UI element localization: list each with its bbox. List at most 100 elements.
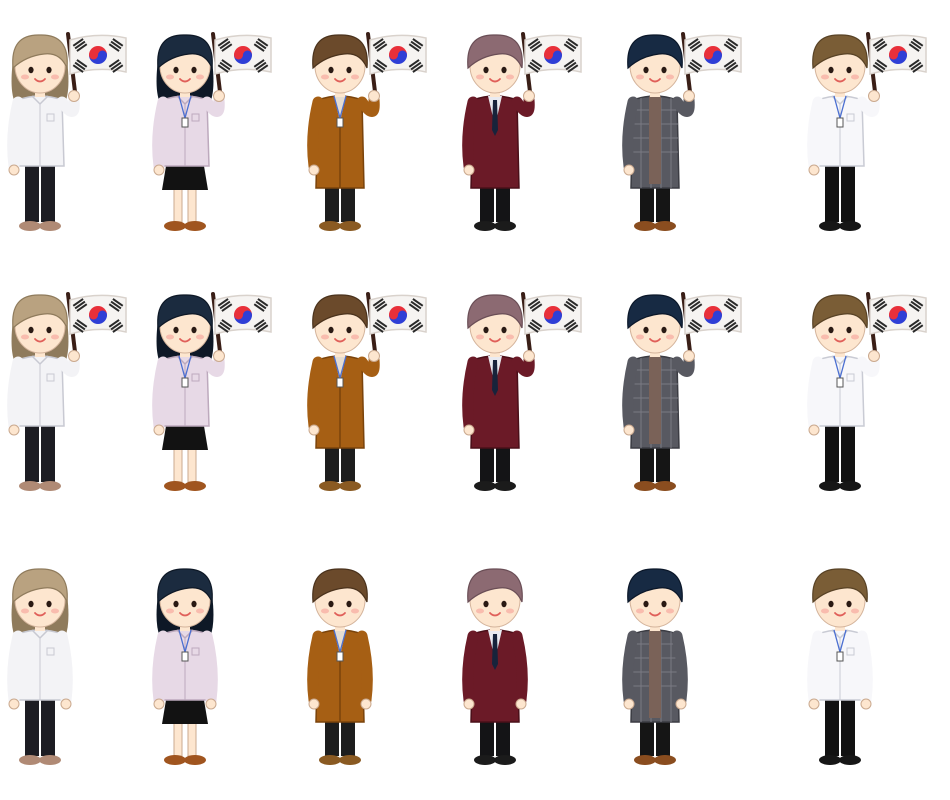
character-woman-blonde-white-shirt xyxy=(7,32,127,231)
right-shoe xyxy=(494,481,516,491)
left-eye xyxy=(483,326,489,334)
left-eye xyxy=(173,326,179,334)
left-arm xyxy=(462,96,479,172)
smile xyxy=(334,338,346,343)
left-arm xyxy=(807,96,824,172)
left-shoe xyxy=(474,481,496,491)
left-eye xyxy=(28,600,34,608)
character-woman-blonde-white-shirt xyxy=(7,568,73,765)
character-man-navy-gray-coat xyxy=(622,292,742,491)
right-eye xyxy=(661,326,667,334)
left-arm xyxy=(7,630,24,706)
left-arm xyxy=(7,96,24,172)
left-arm xyxy=(152,630,169,706)
hair xyxy=(312,568,368,604)
left-shoe xyxy=(19,481,41,491)
right-leg xyxy=(41,694,55,756)
right-arm-raised xyxy=(511,94,535,117)
left-leg xyxy=(825,160,839,222)
hair xyxy=(627,568,683,604)
left-shoe xyxy=(819,755,841,765)
right-eye xyxy=(661,66,667,74)
left-eye xyxy=(483,600,489,608)
left-shoe xyxy=(164,221,186,231)
smile xyxy=(649,612,661,617)
right-arm xyxy=(671,630,688,706)
torso xyxy=(470,95,520,189)
right-arm-raised xyxy=(856,354,880,377)
left-shoe xyxy=(164,481,186,491)
id-badge xyxy=(336,651,344,662)
left-shoe xyxy=(19,755,41,765)
character-man-brown-white-shirt xyxy=(807,568,873,765)
necktie xyxy=(492,634,498,670)
right-eye xyxy=(191,600,197,608)
right-arm xyxy=(56,630,73,706)
hair xyxy=(12,294,68,330)
smile xyxy=(834,338,846,343)
hair xyxy=(312,34,368,70)
right-eye xyxy=(346,66,352,74)
skirt xyxy=(162,160,208,190)
right-shoe xyxy=(184,755,206,765)
left-arm xyxy=(152,96,169,172)
left-shoe xyxy=(319,755,341,765)
right-eye xyxy=(191,66,197,74)
left-shoe xyxy=(319,221,341,231)
left-eye xyxy=(328,66,334,74)
right-shoe xyxy=(494,221,516,231)
left-arm xyxy=(7,356,24,432)
left-eye xyxy=(828,66,834,74)
id-badge xyxy=(336,117,344,128)
necktie xyxy=(492,100,498,136)
korean-flag xyxy=(369,294,427,335)
left-leg xyxy=(825,420,839,482)
id-badge xyxy=(836,651,844,662)
right-shoe xyxy=(654,481,676,491)
character-woman-navy-lilac-blouse xyxy=(152,292,272,491)
character-man-brown-white-shirt xyxy=(807,292,927,491)
left-arm xyxy=(307,630,324,706)
right-arm xyxy=(856,630,873,706)
smile xyxy=(179,78,191,83)
smile xyxy=(34,78,46,83)
right-eye xyxy=(46,326,52,334)
smile xyxy=(489,612,501,617)
right-leg xyxy=(41,420,55,482)
right-leg xyxy=(841,420,855,482)
hair xyxy=(157,294,213,330)
skirt xyxy=(162,694,208,724)
right-shoe xyxy=(494,755,516,765)
hair xyxy=(12,34,68,70)
right-arm-raised xyxy=(56,354,80,377)
smile xyxy=(834,612,846,617)
right-shoe xyxy=(339,755,361,765)
right-eye xyxy=(346,326,352,334)
korean-flag xyxy=(69,34,127,75)
hair xyxy=(467,34,523,70)
right-eye xyxy=(46,66,52,74)
right-shoe xyxy=(39,755,61,765)
smile xyxy=(489,78,501,83)
left-arm xyxy=(152,356,169,432)
left-arm xyxy=(622,356,639,432)
character-man-navy-gray-coat xyxy=(622,568,688,765)
left-shoe xyxy=(634,221,656,231)
character-woman-blonde-white-shirt xyxy=(7,292,127,491)
right-shoe xyxy=(654,221,676,231)
right-arm-raised xyxy=(56,94,80,117)
torso xyxy=(470,355,520,449)
left-arm xyxy=(462,356,479,432)
right-leg xyxy=(841,160,855,222)
left-arm xyxy=(622,630,639,706)
character-woman-navy-lilac-blouse xyxy=(152,568,218,765)
left-shoe xyxy=(164,755,186,765)
smile xyxy=(649,338,661,343)
left-shoe xyxy=(819,481,841,491)
smile xyxy=(34,338,46,343)
character-man-navy-gray-coat xyxy=(622,32,742,231)
right-arm-raised xyxy=(356,354,380,377)
character-man-brown-white-shirt xyxy=(807,32,927,231)
korean-flag xyxy=(684,34,742,75)
